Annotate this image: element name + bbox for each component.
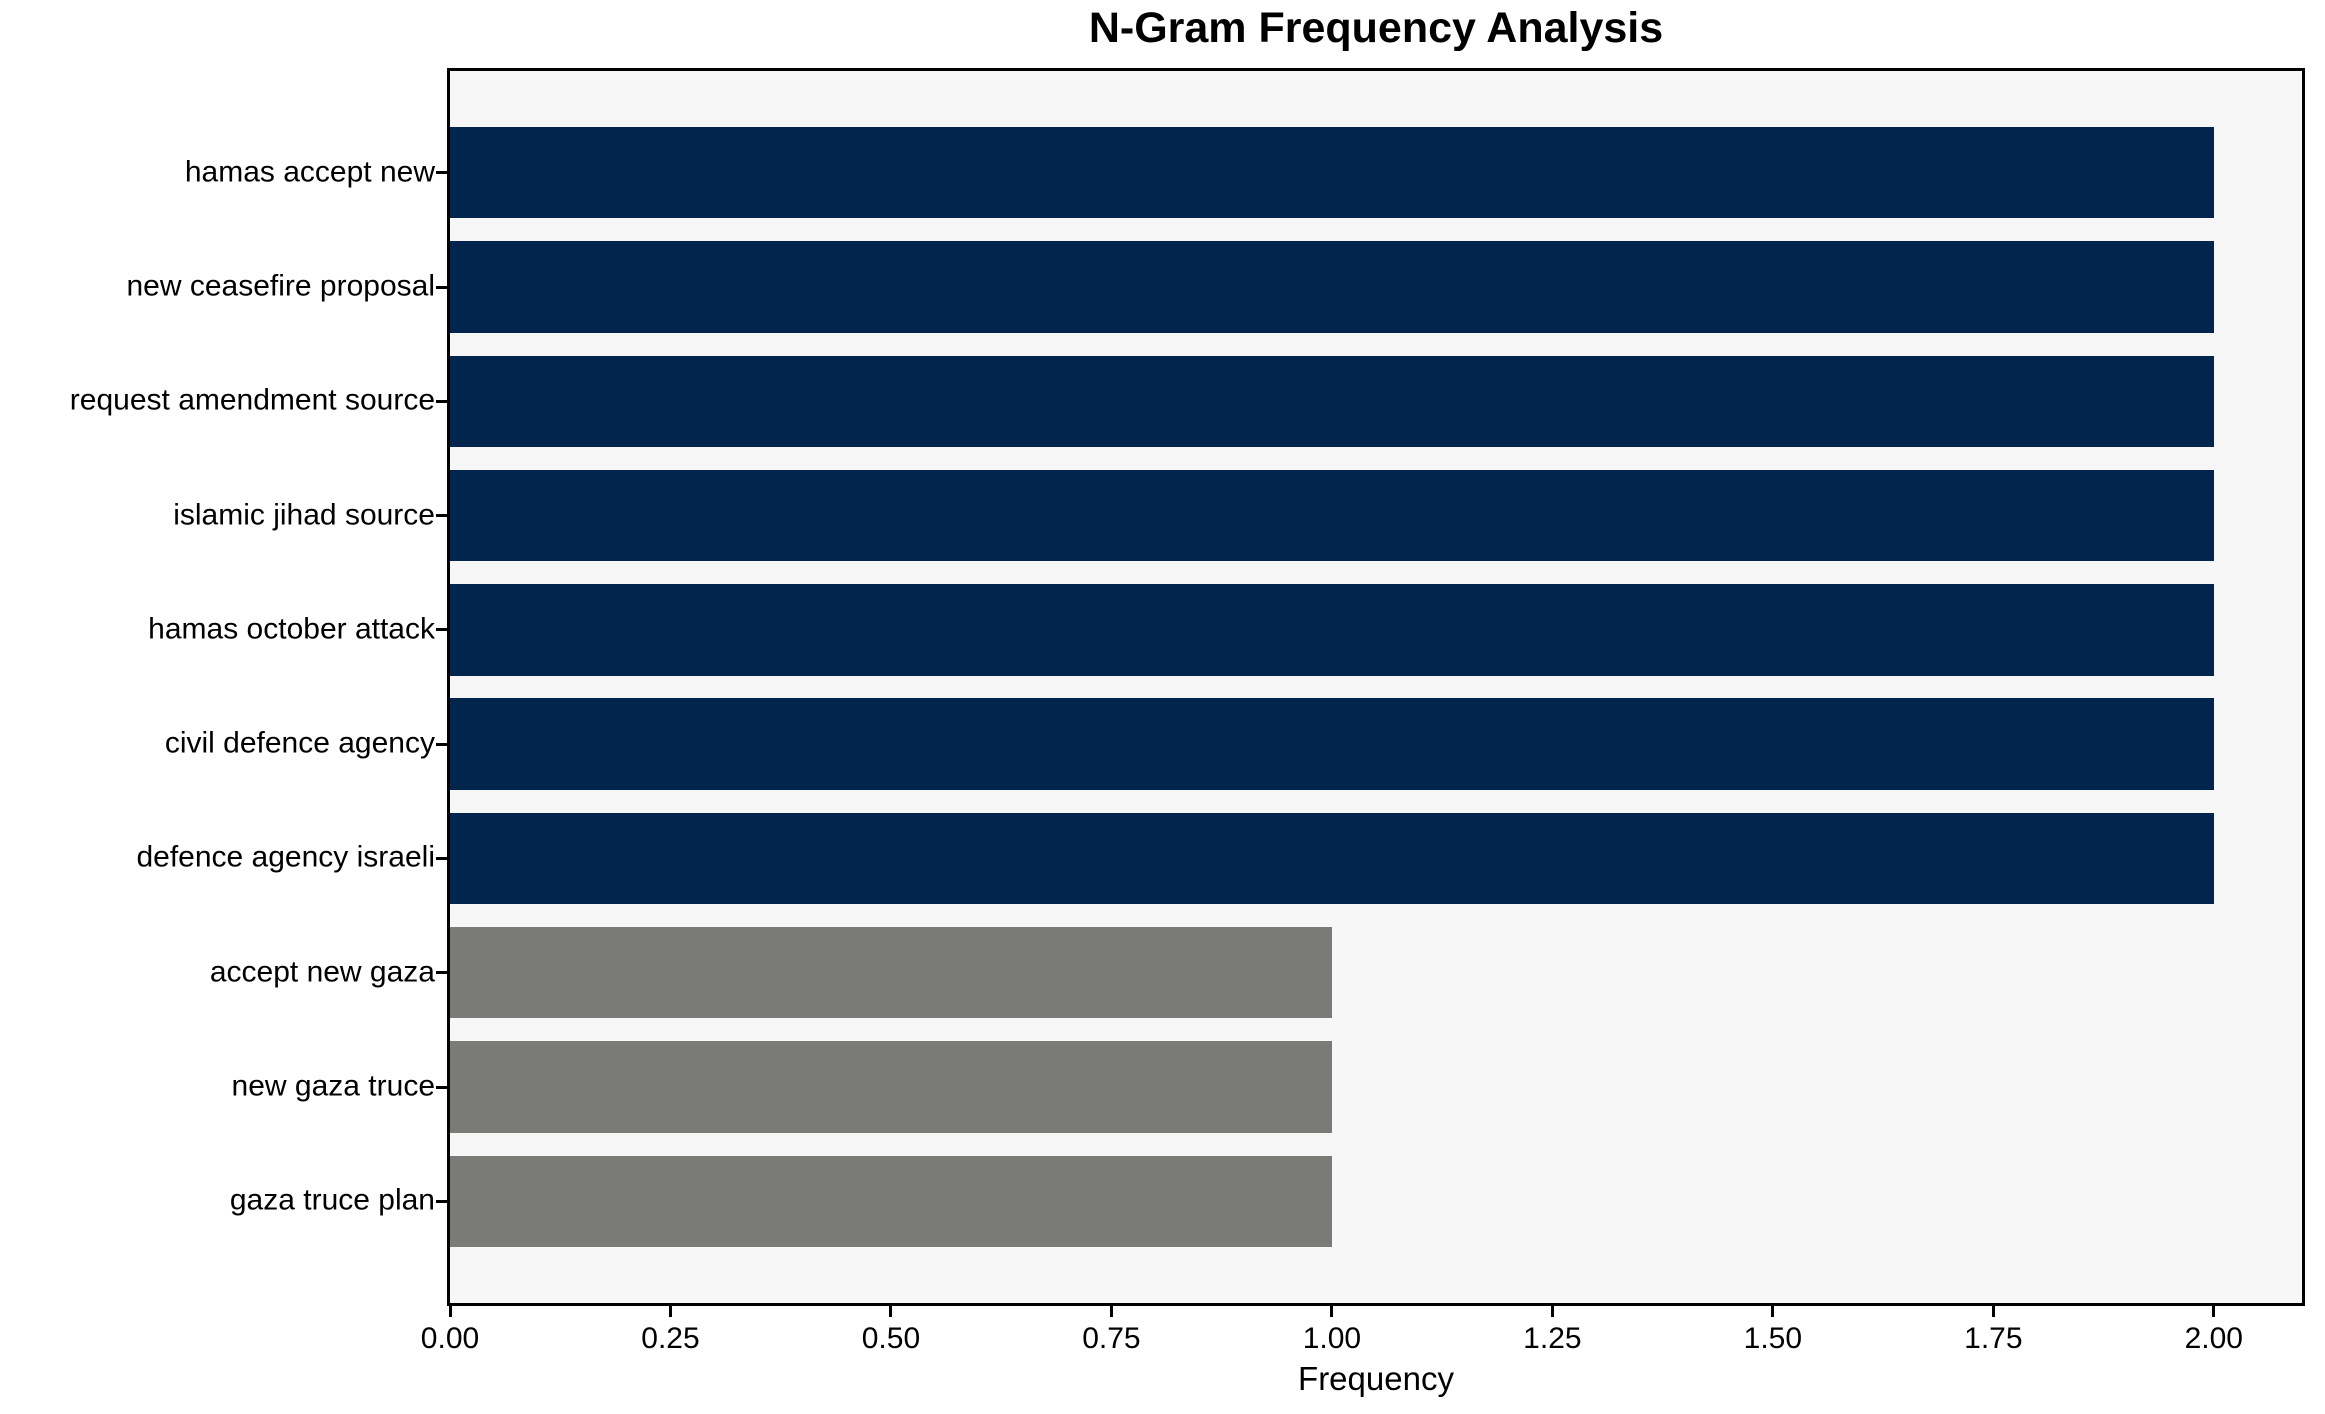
y-tick-mark — [436, 971, 447, 975]
x-axis-label: Frequency — [1298, 1360, 1454, 1397]
y-tick-mark — [436, 171, 447, 175]
bar-accept-new-gaza — [450, 927, 1332, 1019]
x-tick-mark — [2212, 1306, 2216, 1317]
y-axis-tick-label: new gaza truce — [231, 1069, 435, 1103]
bar-defence-agency-israeli — [450, 812, 2214, 905]
x-axis-tick-label: 2.00 — [2184, 1322, 2243, 1355]
y-axis-tick-label: civil defence agency — [164, 726, 435, 760]
x-axis-tick-label: 1.50 — [1743, 1322, 1803, 1355]
y-axis-tick-label: accept new gaza — [209, 955, 435, 989]
x-tick-mark — [1550, 1306, 1554, 1317]
bar-islamic-jihad-source — [450, 469, 2214, 562]
y-axis-tick-label: new ceasefire proposal — [126, 269, 435, 303]
x-tick-mark — [1991, 1306, 1995, 1317]
bar-civil-defence-agency — [450, 698, 2214, 790]
x-tick-mark — [889, 1306, 893, 1317]
y-axis-tick-label: hamas accept new — [184, 155, 435, 189]
x-axis-tick-label: 1.75 — [1964, 1322, 2023, 1355]
x-axis-tick-label: 1.00 — [1302, 1322, 1362, 1355]
x-axis-tick-label: 0.25 — [641, 1322, 700, 1355]
bar-hamas-october-attack — [450, 584, 2214, 676]
chart-title: N-Gram Frequency Analysis — [1088, 4, 1664, 52]
y-axis-tick-label: defence agency israeli — [136, 840, 435, 874]
bar-hamas-accept-new — [450, 127, 2214, 219]
x-axis-tick-label: 1.25 — [1523, 1322, 1582, 1355]
x-tick-mark — [448, 1306, 452, 1317]
x-axis-tick-label: 0.75 — [1082, 1322, 1141, 1355]
y-tick-mark — [436, 742, 447, 746]
y-tick-mark — [436, 285, 447, 289]
bar-gaza-truce-plan — [450, 1155, 1332, 1247]
y-axis-tick-label: gaza truce plan — [229, 1183, 435, 1217]
y-tick-mark — [436, 628, 447, 632]
bar-request-amendment-source — [450, 355, 2214, 447]
x-tick-mark — [1109, 1306, 1113, 1317]
y-axis-tick-label: request amendment source — [69, 383, 435, 417]
y-tick-mark — [436, 399, 447, 403]
x-axis-tick-label: 0.00 — [420, 1322, 480, 1355]
y-tick-mark — [436, 514, 447, 518]
x-tick-mark — [1330, 1306, 1334, 1317]
x-tick-mark — [1771, 1306, 1775, 1317]
bar-new-gaza-truce — [450, 1041, 1332, 1133]
x-tick-mark — [668, 1306, 672, 1317]
x-axis-tick-label: 0.50 — [861, 1322, 921, 1355]
y-axis-tick-label: islamic jihad source — [173, 497, 435, 531]
plot-area — [447, 68, 2305, 1306]
bar-new-ceasefire-proposal — [450, 241, 2214, 333]
y-tick-mark — [436, 1085, 447, 1089]
y-axis-tick-label: hamas october attack — [148, 612, 435, 646]
y-tick-mark — [436, 856, 447, 860]
y-tick-mark — [436, 1199, 447, 1203]
